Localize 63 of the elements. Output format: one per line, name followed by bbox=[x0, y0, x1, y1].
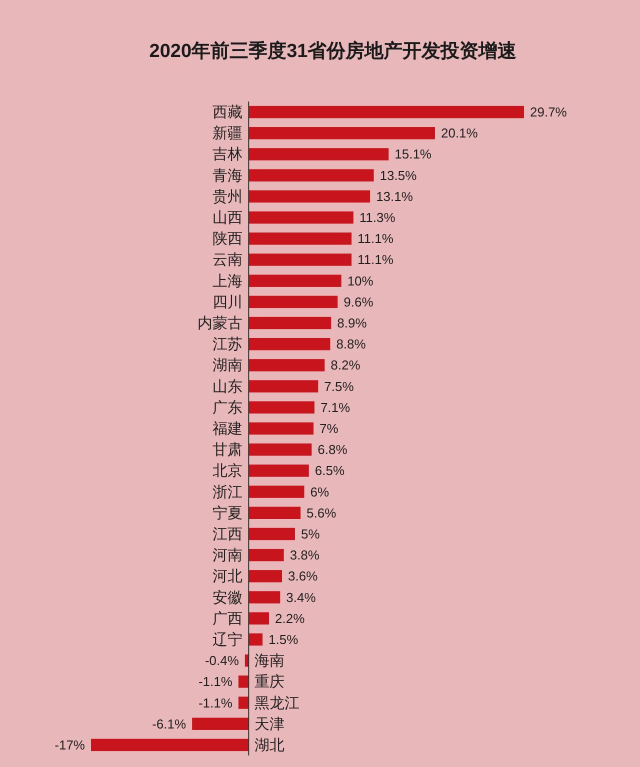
category-label: 重庆 bbox=[254, 674, 285, 691]
category-label: 青海 bbox=[212, 167, 243, 184]
category-label: 海南 bbox=[254, 652, 285, 670]
category-label: 北京 bbox=[212, 462, 243, 480]
value-label: 8.9% bbox=[337, 316, 367, 331]
category-label: 广东 bbox=[212, 399, 243, 416]
category-label: 天津 bbox=[254, 716, 285, 733]
category-label: 内蒙古 bbox=[198, 315, 243, 332]
category-label: 安徽 bbox=[212, 589, 243, 606]
category-label: 辽宁 bbox=[212, 631, 243, 648]
title: 2020年前三季度31省份房地产开发投资增速 bbox=[149, 41, 517, 62]
value-label: -1.1% bbox=[198, 674, 232, 690]
value-label: 6.5% bbox=[314, 463, 345, 478]
value-label: 20.1% bbox=[441, 126, 478, 141]
category-label: 山东 bbox=[212, 378, 243, 396]
value-label: 11.1% bbox=[358, 252, 394, 268]
value-label: 6.8% bbox=[318, 442, 348, 458]
value-label: 13.1% bbox=[376, 188, 413, 204]
category-label: 四川 bbox=[212, 294, 243, 311]
value-label: 11.1% bbox=[358, 231, 394, 246]
value-label: 1.5% bbox=[268, 632, 298, 647]
value-label: 15.1% bbox=[394, 146, 432, 162]
value-label: 3.8% bbox=[290, 548, 320, 563]
category-label: 上海 bbox=[212, 272, 243, 290]
category-label: 福建 bbox=[212, 420, 243, 438]
category-label: 浙江 bbox=[212, 484, 243, 501]
value-label: 8.8% bbox=[336, 336, 366, 352]
value-label: 3.4% bbox=[286, 590, 316, 605]
category-label: 江西 bbox=[212, 526, 243, 543]
category-label: 甘肃 bbox=[212, 442, 243, 459]
value-label: -17% bbox=[54, 737, 85, 752]
value-label: 29.7% bbox=[530, 104, 567, 120]
value-label: 11.3% bbox=[359, 210, 396, 226]
category-label: 山西 bbox=[212, 210, 243, 227]
category-label: 河北 bbox=[212, 568, 243, 586]
category-label: 江苏 bbox=[212, 336, 243, 354]
category-label: 西藏 bbox=[212, 104, 243, 122]
value-label: -6.1% bbox=[152, 716, 186, 732]
value-label: -1.1% bbox=[198, 695, 232, 710]
category-label: 新疆 bbox=[212, 125, 243, 142]
value-label: 3.6% bbox=[288, 568, 318, 584]
value-label: 5.6% bbox=[306, 505, 336, 520]
value-label: 7% bbox=[320, 421, 338, 436]
value-label: 7.1% bbox=[320, 400, 350, 415]
value-label: 13.5% bbox=[380, 168, 417, 183]
value-label: 2.2% bbox=[275, 610, 305, 626]
category-label: 吉林 bbox=[212, 146, 243, 164]
category-label: 河南 bbox=[212, 547, 243, 564]
category-label: 宁夏 bbox=[212, 504, 243, 522]
value-label: 6% bbox=[310, 484, 330, 500]
value-label: 9.6% bbox=[344, 294, 374, 310]
category-label: 湖南 bbox=[212, 357, 243, 374]
category-label: 云南 bbox=[212, 252, 243, 269]
value-label: 7.5% bbox=[324, 378, 354, 394]
category-label: 陕西 bbox=[212, 230, 243, 248]
value-label: 10% bbox=[347, 273, 374, 288]
category-label: 贵州 bbox=[212, 188, 243, 206]
value-label: -0.4% bbox=[204, 653, 239, 668]
value-label: 8.2% bbox=[330, 358, 360, 373]
category-label: 黑龙江 bbox=[254, 694, 300, 712]
category-label: 湖北 bbox=[254, 736, 285, 754]
value-label: 5% bbox=[300, 526, 320, 542]
category-label: 广西 bbox=[212, 610, 243, 628]
